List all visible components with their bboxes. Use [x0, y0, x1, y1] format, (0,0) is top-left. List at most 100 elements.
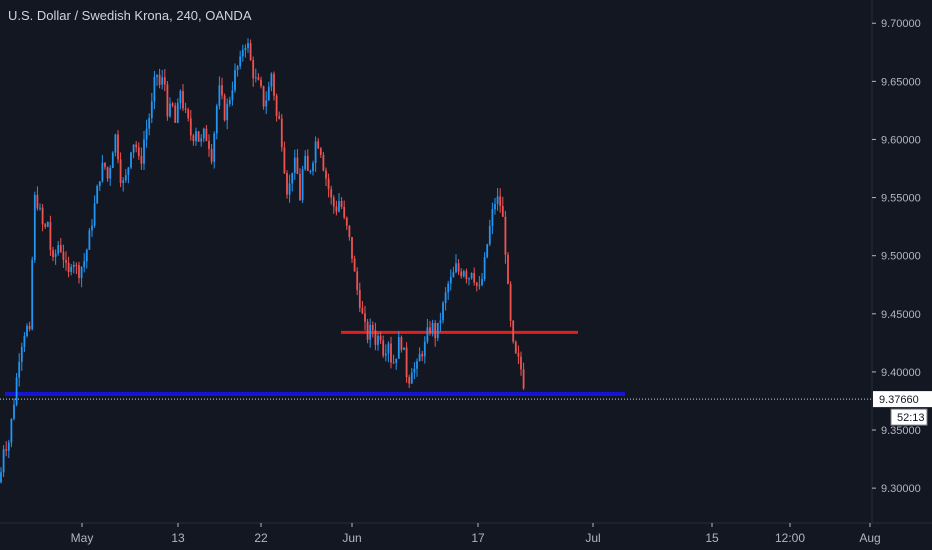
candle[interactable] — [130, 151, 132, 170]
candle[interactable] — [15, 372, 18, 407]
candle[interactable] — [377, 332, 379, 351]
candle[interactable] — [46, 221, 49, 228]
candle[interactable] — [234, 63, 236, 93]
candle[interactable] — [228, 96, 231, 107]
candle[interactable] — [140, 147, 143, 170]
candle[interactable] — [416, 358, 418, 377]
candle[interactable] — [23, 332, 26, 353]
candle[interactable] — [119, 152, 122, 188]
candle[interactable] — [322, 151, 325, 172]
candle[interactable] — [431, 319, 434, 337]
candle[interactable] — [434, 320, 437, 347]
candle[interactable] — [249, 39, 252, 61]
candle[interactable] — [470, 272, 473, 280]
candle[interactable] — [252, 56, 255, 87]
candle[interactable] — [83, 253, 86, 273]
candle[interactable] — [317, 138, 320, 150]
candle[interactable] — [478, 276, 481, 290]
candle[interactable] — [449, 269, 452, 291]
candle[interactable] — [78, 261, 80, 284]
candle[interactable] — [36, 186, 39, 211]
candle[interactable] — [158, 68, 161, 89]
candle[interactable] — [96, 184, 99, 204]
candle[interactable] — [208, 134, 210, 157]
candle[interactable] — [187, 107, 190, 122]
candle[interactable] — [327, 173, 330, 198]
candle[interactable] — [501, 196, 504, 217]
candle[interactable] — [332, 195, 335, 214]
candle[interactable] — [462, 269, 465, 278]
candle[interactable] — [114, 133, 117, 157]
candle[interactable] — [153, 70, 156, 110]
candle[interactable] — [65, 251, 67, 271]
candle[interactable] — [137, 142, 140, 160]
candle[interactable] — [41, 203, 44, 232]
candle[interactable] — [31, 256, 34, 331]
candle[interactable] — [143, 131, 145, 170]
candle[interactable] — [291, 172, 294, 192]
candle[interactable] — [7, 439, 10, 458]
candle[interactable] — [496, 187, 499, 211]
candle[interactable] — [312, 160, 314, 176]
candle[interactable] — [205, 125, 208, 142]
candle[interactable] — [226, 98, 229, 130]
candle[interactable] — [483, 252, 486, 282]
candle[interactable] — [0, 467, 2, 484]
candle[interactable] — [135, 141, 138, 153]
candle[interactable] — [286, 170, 288, 199]
candle[interactable] — [486, 243, 489, 259]
candle[interactable] — [236, 64, 239, 77]
candle[interactable] — [195, 127, 197, 146]
candle[interactable] — [98, 181, 101, 191]
candle[interactable] — [374, 322, 377, 351]
candle[interactable] — [455, 254, 457, 274]
candle[interactable] — [101, 154, 104, 183]
candle[interactable] — [161, 70, 164, 90]
candle[interactable] — [223, 93, 226, 122]
candle[interactable] — [179, 89, 182, 110]
candle[interactable] — [379, 331, 382, 344]
candle[interactable] — [364, 305, 366, 331]
candle[interactable] — [410, 368, 413, 384]
candle[interactable] — [174, 102, 177, 124]
candle[interactable] — [499, 188, 502, 213]
candle[interactable] — [395, 358, 398, 370]
candle[interactable] — [306, 149, 309, 172]
candle[interactable] — [239, 50, 242, 70]
candle[interactable] — [270, 72, 273, 92]
candle[interactable] — [473, 267, 476, 286]
plot-area[interactable] — [0, 38, 872, 484]
candle[interactable] — [39, 203, 41, 211]
candle[interactable] — [340, 197, 343, 210]
candle[interactable] — [231, 81, 234, 106]
candle[interactable] — [210, 144, 213, 165]
candle[interactable] — [330, 185, 333, 205]
candle[interactable] — [335, 200, 338, 216]
candle[interactable] — [356, 267, 359, 296]
candle[interactable] — [325, 167, 327, 187]
candle[interactable] — [2, 445, 5, 477]
candle[interactable] — [369, 318, 372, 348]
candle[interactable] — [88, 227, 91, 250]
candle[interactable] — [52, 246, 54, 262]
candle[interactable] — [163, 69, 166, 92]
candle[interactable] — [28, 321, 31, 332]
candle[interactable] — [20, 342, 23, 371]
candle[interactable] — [361, 300, 364, 315]
candle[interactable] — [182, 84, 184, 112]
candle[interactable] — [301, 165, 304, 204]
candle[interactable] — [293, 149, 296, 180]
candle[interactable] — [512, 319, 515, 344]
candle[interactable] — [262, 85, 265, 110]
candle[interactable] — [421, 350, 424, 362]
candle[interactable] — [408, 374, 411, 389]
candle[interactable] — [254, 68, 257, 83]
candle[interactable] — [283, 141, 286, 175]
candle[interactable] — [91, 219, 93, 237]
candle[interactable] — [127, 166, 130, 184]
candle[interactable] — [171, 102, 174, 108]
candle[interactable] — [405, 342, 408, 383]
candle[interactable] — [59, 238, 62, 254]
candle[interactable] — [156, 74, 158, 86]
candle[interactable] — [93, 195, 96, 228]
